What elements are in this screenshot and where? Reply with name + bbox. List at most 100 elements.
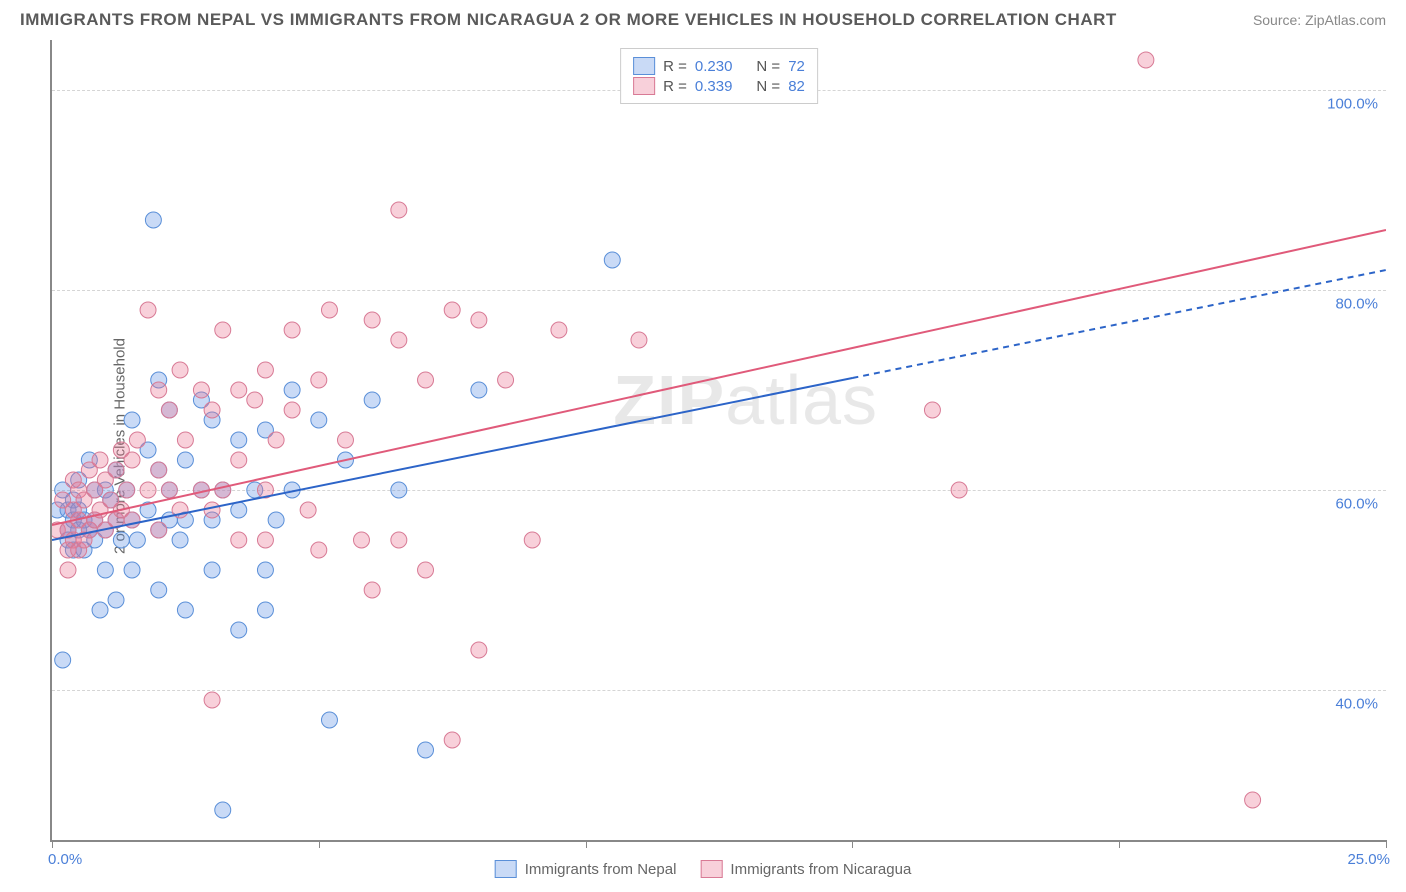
data-point xyxy=(471,642,487,658)
regression-line-dashed xyxy=(852,270,1386,378)
data-point xyxy=(604,252,620,268)
data-point xyxy=(524,532,540,548)
data-point xyxy=(284,402,300,418)
data-point xyxy=(300,502,316,518)
data-point xyxy=(321,712,337,728)
data-point xyxy=(55,652,71,668)
legend-label-nicaragua: Immigrants from Nicaragua xyxy=(730,861,911,878)
data-point xyxy=(172,362,188,378)
data-point xyxy=(268,432,284,448)
data-point xyxy=(177,452,193,468)
data-point xyxy=(124,412,140,428)
data-point xyxy=(129,532,145,548)
data-point xyxy=(204,402,220,418)
data-point xyxy=(231,432,247,448)
data-point xyxy=(193,382,209,398)
data-point xyxy=(215,802,231,818)
data-point xyxy=(284,322,300,338)
swatch-nepal xyxy=(633,57,655,75)
source-attribution: Source: ZipAtlas.com xyxy=(1253,12,1386,28)
data-point xyxy=(204,562,220,578)
data-point xyxy=(231,382,247,398)
data-point xyxy=(151,462,167,478)
chart-title: IMMIGRANTS FROM NEPAL VS IMMIGRANTS FROM… xyxy=(20,10,1117,30)
x-tick xyxy=(1119,840,1120,848)
x-tick xyxy=(852,840,853,848)
data-point xyxy=(498,372,514,388)
data-point xyxy=(257,362,273,378)
data-point xyxy=(391,482,407,498)
data-point xyxy=(391,202,407,218)
data-point xyxy=(631,332,647,348)
data-point xyxy=(257,602,273,618)
data-point xyxy=(129,432,145,448)
swatch-nicaragua-icon xyxy=(700,860,722,878)
legend-label-nepal: Immigrants from Nepal xyxy=(525,861,677,878)
r-value-nicaragua: 0.339 xyxy=(695,78,733,95)
x-tick-end: 25.0% xyxy=(1347,851,1390,868)
data-point xyxy=(444,732,460,748)
swatch-nicaragua xyxy=(633,77,655,95)
r-label: R = xyxy=(663,78,687,95)
swatch-nepal-icon xyxy=(495,860,517,878)
data-point xyxy=(247,392,263,408)
x-tick-start: 0.0% xyxy=(48,851,82,868)
data-point xyxy=(268,512,284,528)
data-point xyxy=(337,432,353,448)
data-point xyxy=(108,462,124,478)
data-point xyxy=(151,382,167,398)
data-point xyxy=(92,602,108,618)
data-point xyxy=(353,532,369,548)
data-point xyxy=(391,332,407,348)
data-point xyxy=(391,532,407,548)
data-point xyxy=(177,602,193,618)
n-label: N = xyxy=(756,78,780,95)
data-point xyxy=(924,402,940,418)
n-value-nicaragua: 82 xyxy=(788,78,805,95)
data-point xyxy=(204,502,220,518)
data-point xyxy=(177,432,193,448)
x-tick xyxy=(586,840,587,848)
data-point xyxy=(311,412,327,428)
data-point xyxy=(215,482,231,498)
x-tick xyxy=(52,840,53,848)
data-point xyxy=(364,392,380,408)
legend-row-nicaragua: R = 0.339 N = 82 xyxy=(633,77,805,95)
data-point xyxy=(471,382,487,398)
regression-line xyxy=(52,230,1386,525)
data-point xyxy=(1138,52,1154,68)
legend-item-nepal: Immigrants from Nepal xyxy=(495,860,677,878)
data-point xyxy=(97,562,113,578)
data-point xyxy=(172,532,188,548)
data-point xyxy=(284,382,300,398)
data-point xyxy=(321,302,337,318)
data-point xyxy=(471,312,487,328)
data-point xyxy=(418,372,434,388)
data-point xyxy=(119,482,135,498)
chart-plot-area: ZIPatlas R = 0.230 N = 72 R = 0.339 N = … xyxy=(50,40,1386,842)
data-point xyxy=(151,522,167,538)
data-point xyxy=(364,312,380,328)
x-tick xyxy=(1386,840,1387,848)
data-point xyxy=(145,212,161,228)
data-point xyxy=(364,582,380,598)
data-point xyxy=(161,402,177,418)
data-point xyxy=(418,742,434,758)
n-label: N = xyxy=(756,58,780,75)
data-point xyxy=(215,322,231,338)
data-point xyxy=(444,302,460,318)
data-point xyxy=(124,452,140,468)
correlation-legend: R = 0.230 N = 72 R = 0.339 N = 82 xyxy=(620,48,818,104)
legend-item-nicaragua: Immigrants from Nicaragua xyxy=(700,860,911,878)
series-legend: Immigrants from Nepal Immigrants from Ni… xyxy=(495,860,912,878)
x-tick xyxy=(319,840,320,848)
data-point xyxy=(140,302,156,318)
data-point xyxy=(231,452,247,468)
data-point xyxy=(124,562,140,578)
data-point xyxy=(257,562,273,578)
data-point xyxy=(231,532,247,548)
data-point xyxy=(1245,792,1261,808)
data-point xyxy=(951,482,967,498)
r-label: R = xyxy=(663,58,687,75)
n-value-nepal: 72 xyxy=(788,58,805,75)
